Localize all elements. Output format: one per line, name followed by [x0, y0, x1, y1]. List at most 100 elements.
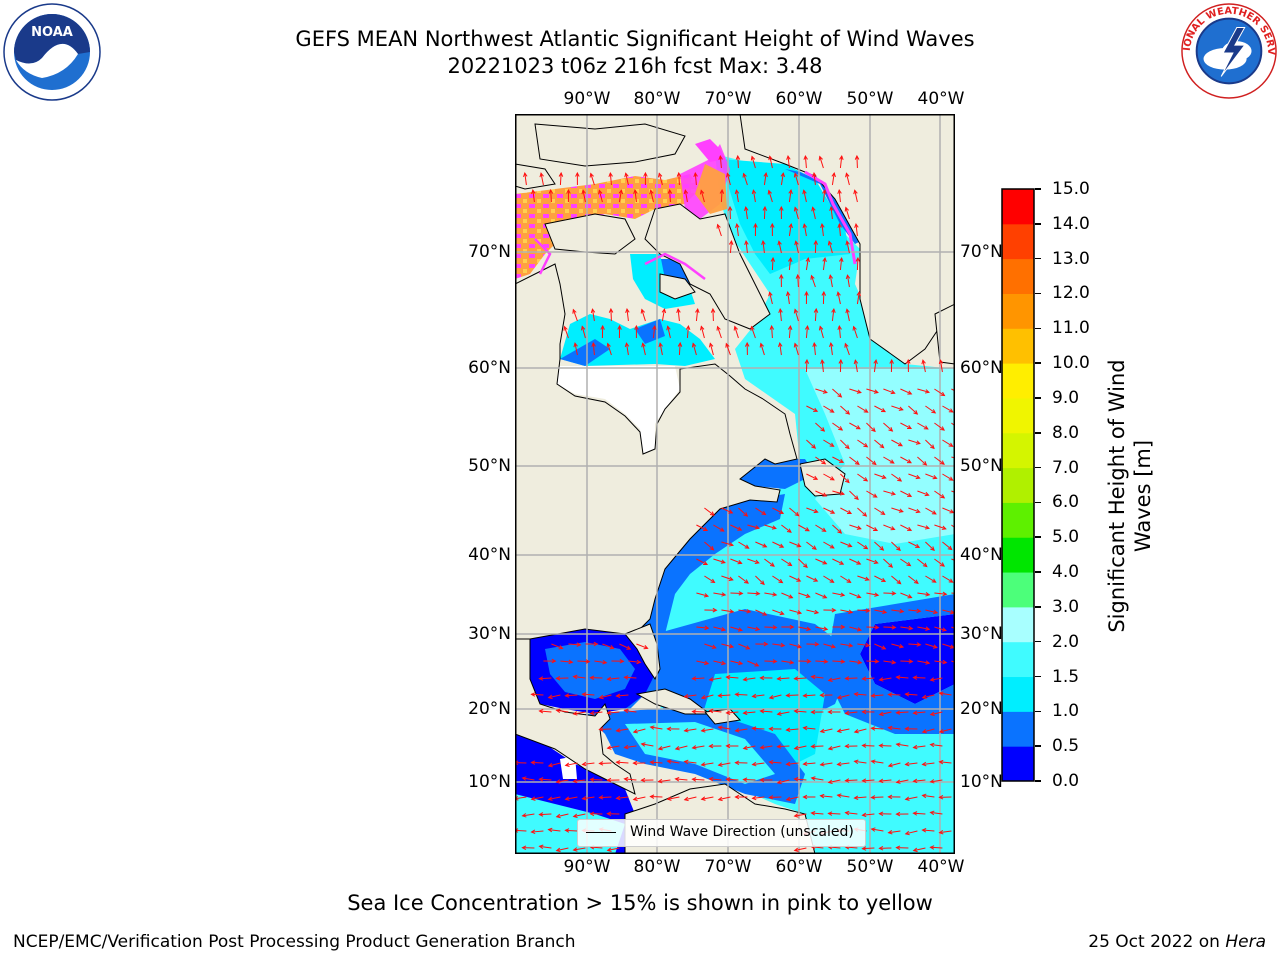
wave-direction-arrowhead: [683, 189, 689, 195]
wave-direction-arrowhead: [785, 693, 791, 698]
wave-direction-arrowhead: [558, 171, 564, 177]
wave-direction-arrow: [718, 726, 731, 730]
wave-direction-arrow: [696, 660, 709, 665]
wave-direction-arrowhead: [770, 562, 775, 567]
wave-direction-arrowhead: [802, 794, 808, 800]
wave-direction-arrowhead: [810, 674, 816, 680]
wave-direction-arrowhead: [657, 778, 663, 784]
ocean-baffin: [720, 159, 850, 274]
wave-direction-arrow: [934, 660, 947, 664]
wave-direction-arrowhead: [725, 342, 730, 348]
wave-direction-arrow: [820, 762, 833, 766]
wave-direction-arrowhead: [598, 795, 604, 800]
wave-direction-arrowhead: [890, 389, 896, 395]
wave-direction-arrowhead: [929, 677, 935, 682]
wave-direction-arrowhead: [840, 592, 846, 597]
wave-direction-arrow: [934, 490, 945, 499]
wave-direction-arrowhead: [898, 406, 904, 411]
wave-direction-arrowhead: [829, 578, 835, 583]
wave-direction-arrowhead: [573, 342, 578, 348]
wave-direction-arrow: [747, 660, 759, 667]
wave-direction-arrow: [951, 490, 955, 493]
wave-direction-arrow: [856, 292, 860, 305]
wave-direction-arrow: [925, 405, 936, 414]
wave-direction-arrowhead: [699, 189, 705, 195]
wave-direction-arrow: [917, 524, 930, 529]
wave-direction-arrowhead: [632, 796, 638, 802]
wave-direction-arrowhead: [568, 659, 574, 665]
wave-direction-arrow: [815, 592, 827, 599]
wave-direction-arrowhead: [708, 708, 714, 714]
wave-direction-arrowhead: [558, 645, 564, 650]
colorbar-block: [1002, 641, 1034, 678]
wave-direction-arrowhead: [852, 325, 857, 331]
wave-direction-arrow: [788, 224, 792, 237]
wave-direction-arrow: [735, 693, 748, 696]
colorbar-frame: [1001, 188, 1035, 782]
wave-direction-arrow: [616, 694, 629, 697]
wave-direction-arrow: [763, 173, 767, 186]
wave-direction-arrowhead: [921, 729, 927, 734]
wave-direction-arrow: [539, 813, 552, 816]
wave-direction-arrowhead: [768, 795, 774, 800]
wave-direction-arrow: [768, 190, 773, 203]
wave-direction-arrow: [626, 309, 629, 322]
wave-direction-arrow: [849, 626, 862, 631]
wave-direction-arrowhead: [924, 525, 931, 530]
wave-direction-arrow: [849, 660, 862, 664]
wave-direction-arrowhead: [755, 591, 761, 596]
wave-direction-arrowhead: [827, 779, 833, 785]
wave-direction-arrowhead: [623, 675, 629, 680]
wave-direction-arrow: [849, 490, 859, 500]
wave-direction-arrowhead: [947, 545, 953, 551]
wave-direction-arrowhead: [751, 726, 757, 731]
wave-direction-arrow: [810, 275, 816, 288]
wave-direction-arrowhead: [921, 793, 927, 799]
wave-direction-arrowhead: [822, 594, 828, 599]
wave-direction-arrow: [815, 490, 827, 497]
wave-direction-arrow: [786, 728, 799, 731]
wave-direction-arrowhead: [704, 625, 710, 631]
wave-direction-arrow: [896, 711, 909, 714]
colorbar-tick-label: 7.0: [1052, 457, 1080, 478]
wave-direction-arrow: [866, 660, 879, 663]
wave-direction-arrow: [642, 343, 646, 356]
wave-direction-arrow: [862, 779, 875, 782]
wave-direction-arrowhead: [929, 742, 935, 748]
wave-direction-arrowhead: [677, 341, 683, 347]
wave-direction-arrowhead: [848, 609, 854, 614]
colorbar-tick-mark: [1035, 397, 1041, 399]
wave-direction-arrowhead: [624, 342, 630, 348]
wave-direction-arrow: [871, 694, 884, 697]
wave-direction-arrowhead: [606, 745, 612, 750]
wave-direction-arrow: [908, 439, 921, 445]
wave-direction-arrow: [548, 829, 561, 832]
wave-direction-arrow: [786, 796, 799, 801]
wave-direction-arrow: [823, 643, 836, 648]
wave-direction-arrowhead: [590, 308, 596, 314]
wave-direction-arrowhead: [823, 626, 829, 631]
wave-direction-arrowhead: [804, 527, 810, 532]
wave-direction-arrowhead: [786, 528, 792, 533]
wave-direction-arrowhead: [871, 460, 877, 466]
wave-direction-arrow: [789, 643, 802, 648]
wave-direction-arrowhead: [796, 543, 802, 548]
wave-direction-arrowhead: [589, 811, 595, 817]
wave-direction-arrow: [803, 694, 816, 697]
wave-direction-arrow: [548, 796, 561, 800]
wave-direction-arrowhead: [827, 811, 833, 816]
wave-direction-arrow: [815, 388, 828, 394]
wave-direction-arrowhead: [708, 677, 714, 682]
wave-direction-arrow: [696, 592, 709, 597]
wave-direction-arrow: [531, 796, 544, 800]
wave-direction-arrow: [750, 326, 756, 339]
wave-direction-arrowhead: [515, 796, 519, 801]
wave-direction-arrowhead: [515, 828, 519, 833]
wave-direction-arrow: [849, 422, 861, 430]
wave-direction-arrowhead: [691, 676, 697, 681]
wave-direction-arrowhead: [683, 728, 689, 733]
wave-direction-arrow: [548, 694, 561, 699]
wave-direction-arrow: [658, 745, 671, 750]
lon-label-bottom-90w: 90°W: [563, 857, 611, 877]
wave-direction-arrowhead: [912, 710, 918, 716]
